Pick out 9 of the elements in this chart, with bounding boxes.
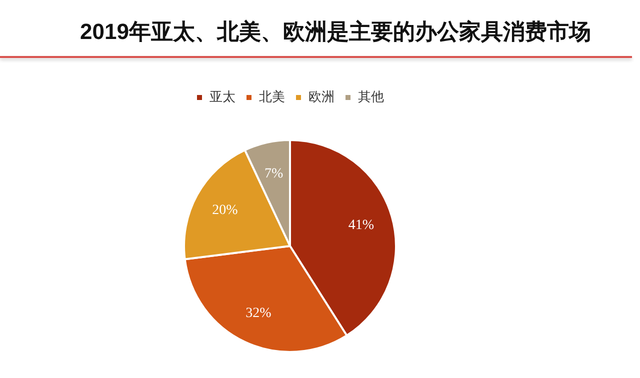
data-label: 7%: [264, 166, 284, 182]
legend-label: 亚太: [210, 88, 236, 104]
chart-title: 2019年亚太、北美、欧洲是主要的办公家具消费市场: [80, 18, 591, 46]
data-label: 32%: [246, 306, 272, 321]
legend-label: 欧洲: [308, 88, 334, 104]
data-label: 20%: [212, 202, 238, 218]
legend-label: 北美: [259, 88, 285, 104]
legend-label: 其他: [358, 88, 384, 104]
data-label: 41%: [348, 218, 374, 233]
